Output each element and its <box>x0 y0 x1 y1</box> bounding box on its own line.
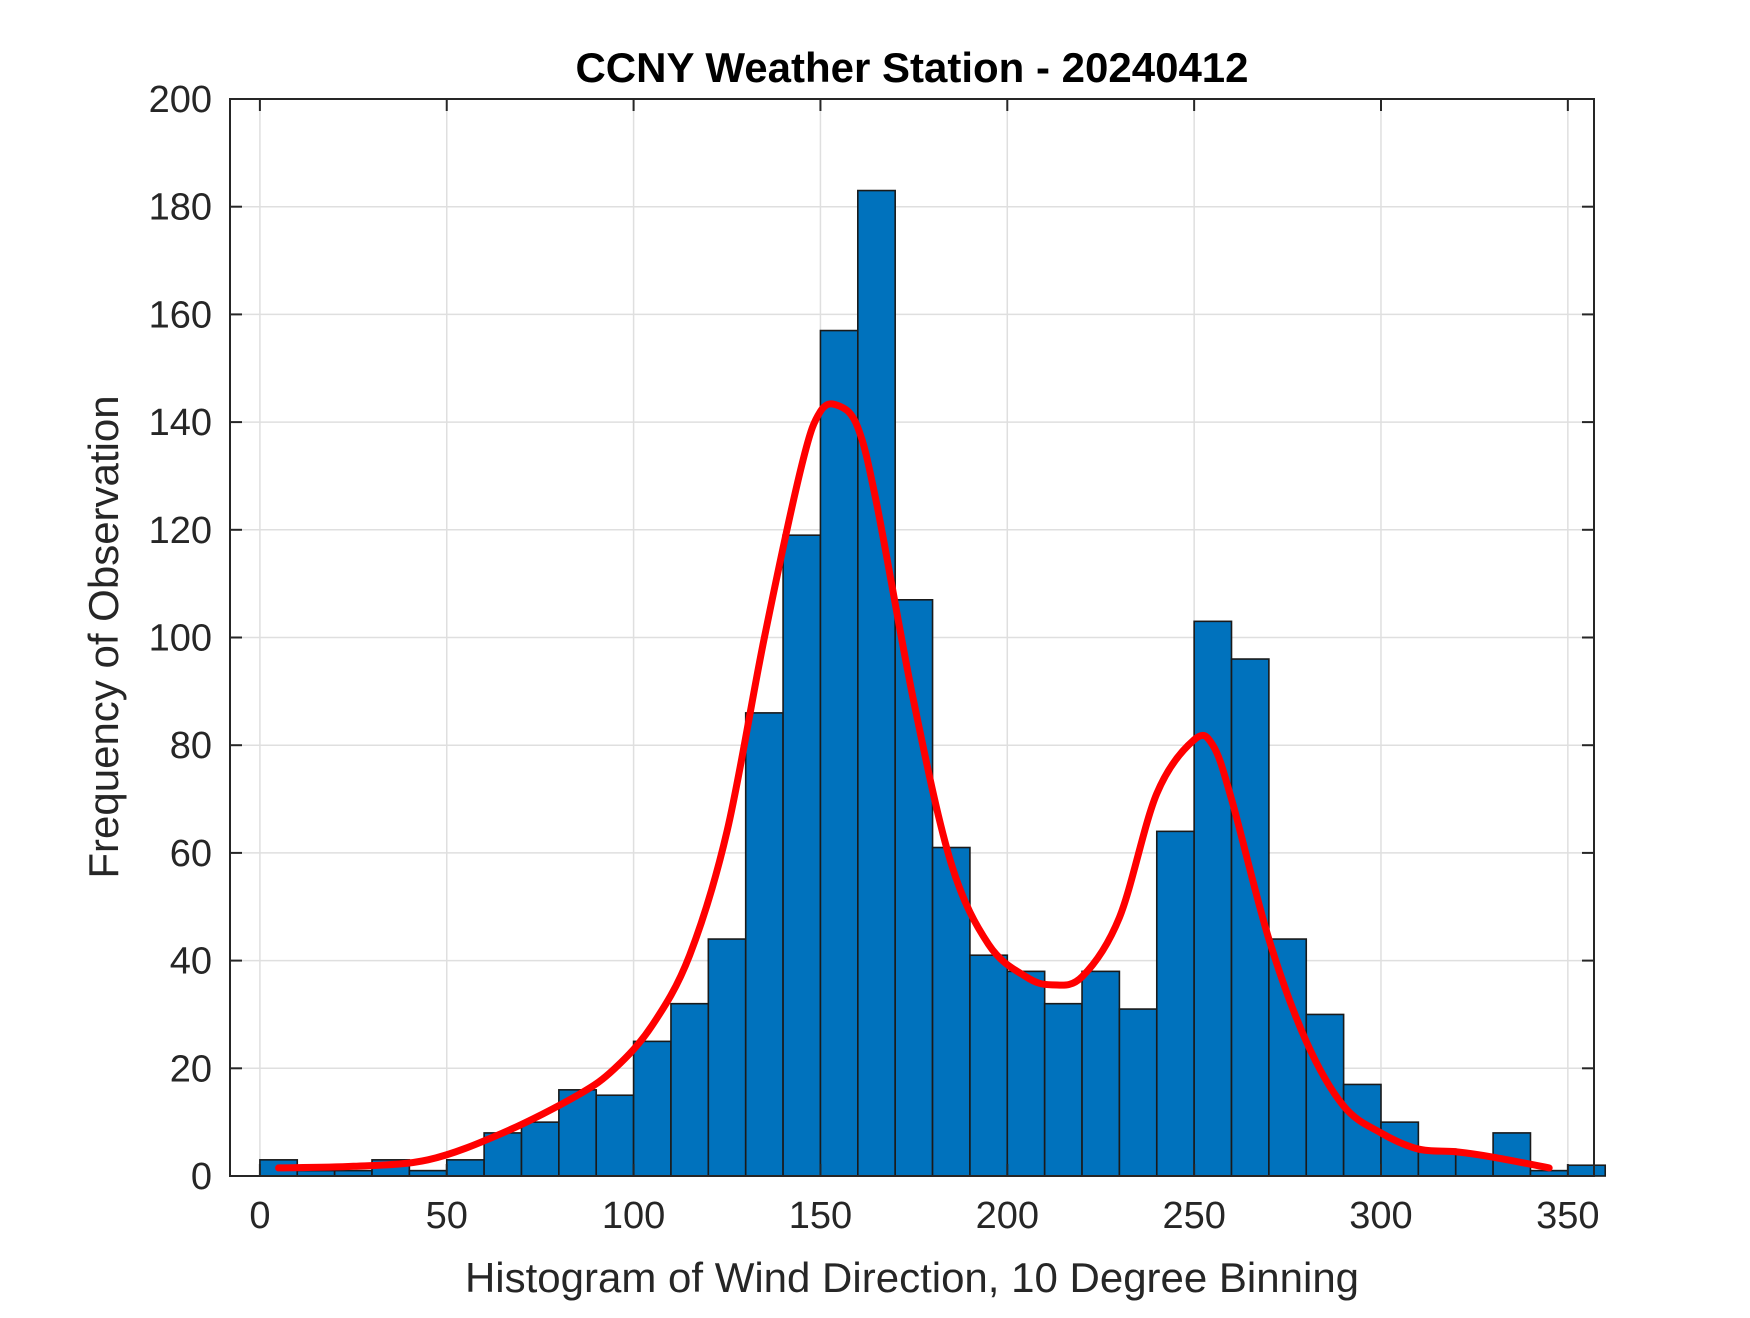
y-tick-label: 180 <box>149 187 212 229</box>
histogram-bar <box>1043 1002 1083 1177</box>
histogram-bar <box>969 954 1009 1177</box>
histogram-bar <box>445 1159 485 1177</box>
y-axis-title: Frequency of Observation <box>80 395 127 878</box>
x-tick-label: 100 <box>602 1195 665 1237</box>
x-tick-label: 0 <box>249 1195 270 1237</box>
histogram-bar <box>782 534 822 1177</box>
x-tick-label: 350 <box>1536 1195 1599 1237</box>
histogram-bar <box>632 1040 672 1177</box>
histogram-bar <box>1155 830 1195 1177</box>
y-tick-label: 60 <box>170 833 212 875</box>
fit-curve-layer <box>275 400 1553 1172</box>
y-tick-label: 200 <box>149 79 212 121</box>
y-tick-label: 0 <box>191 1156 212 1198</box>
axes-layer <box>229 98 1595 1177</box>
tick-labels: 0 50 100 150 200 250 300 350 0 20 40 60 80 100 120 140 1… <box>149 79 1600 1237</box>
histogram-bar <box>744 712 784 1177</box>
x-tick-label: 150 <box>789 1195 852 1237</box>
histogram-bar <box>1268 938 1308 1177</box>
chart-title: CCNY Weather Station - 20240412 <box>575 44 1248 91</box>
histogram-bar <box>1118 1008 1158 1177</box>
histogram-bar <box>1567 1164 1607 1177</box>
histogram-bar <box>1193 620 1233 1177</box>
y-tick-label: 120 <box>149 510 212 552</box>
fit-curve-line <box>275 400 1553 1172</box>
y-tick-label: 140 <box>149 402 212 444</box>
histogram-bar <box>819 329 859 1177</box>
x-axis-title: Histogram of Wind Direction, 10 Degree B… <box>465 1254 1359 1301</box>
histogram-bar <box>707 938 747 1177</box>
histogram-bar <box>1081 970 1121 1177</box>
y-tick-label: 20 <box>170 1048 212 1090</box>
y-tick-label: 80 <box>170 725 212 767</box>
histogram-bar <box>857 189 896 1177</box>
x-tick-label: 250 <box>1162 1195 1225 1237</box>
x-tick-label: 300 <box>1349 1195 1412 1237</box>
y-tick-label: 100 <box>149 618 212 660</box>
x-tick-label: 50 <box>426 1195 468 1237</box>
bars-layer <box>259 189 1607 1177</box>
x-tick-label: 200 <box>976 1195 1039 1237</box>
histogram-bar <box>520 1121 560 1177</box>
histogram-bar <box>595 1094 635 1177</box>
y-tick-label: 160 <box>149 294 212 336</box>
y-tick-label: 40 <box>170 941 212 983</box>
histogram-bar <box>1006 970 1046 1177</box>
histogram-bar <box>1492 1132 1532 1177</box>
histogram-bar <box>670 1002 710 1177</box>
